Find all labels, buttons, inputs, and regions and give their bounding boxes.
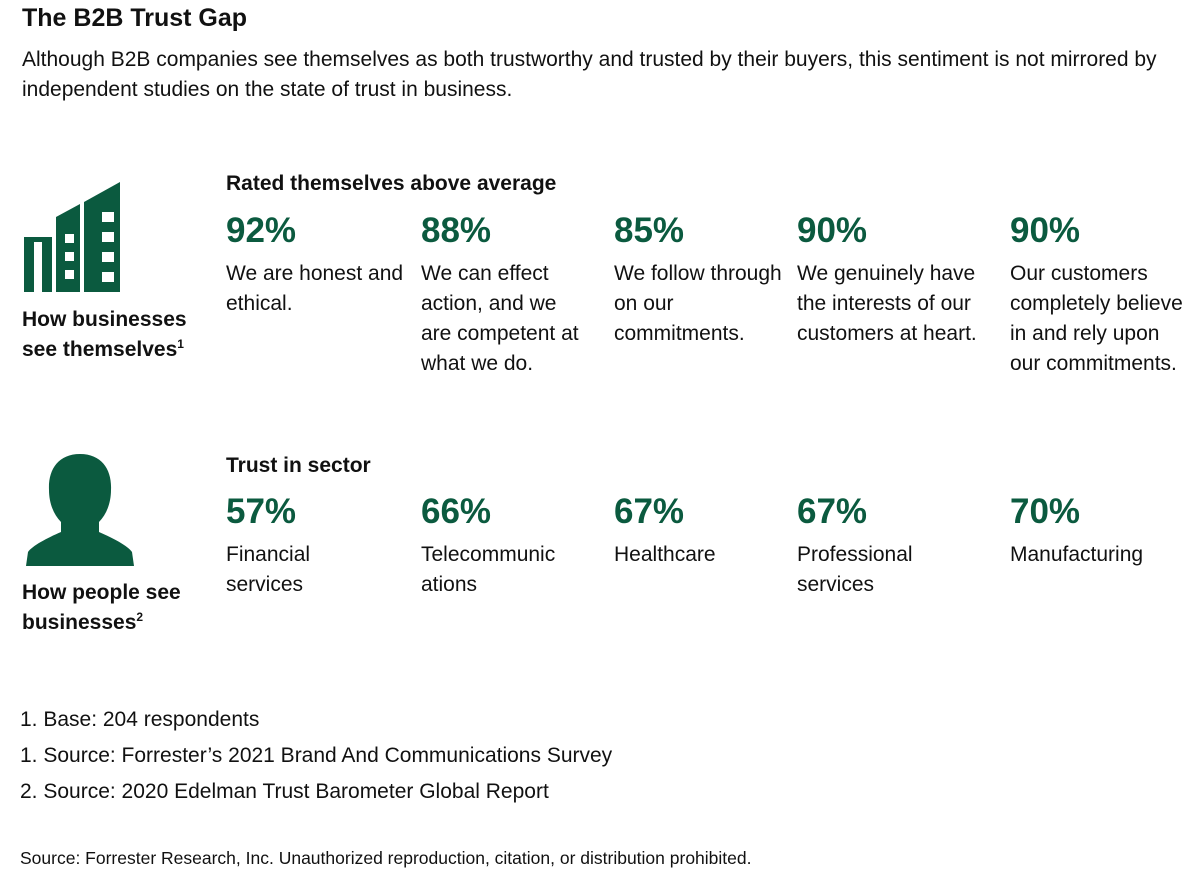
footnote: 1. Source: Forrester’s 2021 Brand And Co… bbox=[20, 744, 613, 767]
building-icon bbox=[22, 182, 134, 294]
stat-value: 67% bbox=[797, 492, 868, 531]
person-icon bbox=[22, 452, 138, 568]
stat-item: 57% Financial services bbox=[226, 492, 376, 600]
row-label-businesses: How businesses see themselves1 bbox=[22, 305, 212, 365]
stat-value: 67% bbox=[614, 492, 685, 531]
stat-label: Our customers completely believe in and … bbox=[1010, 262, 1183, 375]
stat-label: Financial services bbox=[226, 543, 311, 596]
row-label-text: How businesses see themselves bbox=[22, 308, 187, 361]
stat-label: Manufacturing bbox=[1010, 543, 1144, 566]
page-subtitle: Although B2B companies see themselves as… bbox=[22, 48, 1157, 101]
footnote-marker: 2 bbox=[136, 610, 144, 624]
stat-value: 88% bbox=[421, 211, 492, 250]
footnote-marker: 1 bbox=[177, 337, 184, 351]
stat-item: 90% We genuinely have the interests of o… bbox=[797, 211, 997, 349]
row-label-text: How people see businesses bbox=[22, 581, 181, 634]
source-note: Source: Forrester Research, Inc. Unautho… bbox=[20, 848, 752, 868]
stat-item: 66% Telecommunications bbox=[421, 492, 563, 600]
row-label-people: How people see businesses2 bbox=[22, 578, 222, 638]
section-heading: Rated themselves above average bbox=[226, 172, 557, 195]
stat-label: Professional services bbox=[797, 543, 913, 596]
stat-item: 67% Professional services bbox=[797, 492, 957, 600]
page-title: The B2B Trust Gap bbox=[22, 4, 248, 32]
stat-value: 70% bbox=[1010, 492, 1081, 531]
stat-value: 92% bbox=[226, 211, 297, 250]
stat-label: Telecommunications bbox=[421, 543, 556, 596]
stat-item: 90% Our customers completely believe in … bbox=[1010, 211, 1190, 379]
stat-item: 88% We can effect action, and we are com… bbox=[421, 211, 589, 379]
stat-item: 67% Healthcare bbox=[614, 492, 784, 570]
stat-item: 85% We follow through on our commitments… bbox=[614, 211, 784, 349]
stat-value: 90% bbox=[797, 211, 868, 250]
stat-label: We can effect action, and we are compete… bbox=[421, 262, 579, 375]
stat-value: 66% bbox=[421, 492, 492, 531]
stat-label: We follow through on our commitments. bbox=[614, 262, 782, 345]
stat-label: Healthcare bbox=[614, 543, 716, 566]
stat-item: 92% We are honest and ethical. bbox=[226, 211, 406, 319]
section-heading: Trust in sector bbox=[226, 454, 371, 477]
stat-value: 85% bbox=[614, 211, 685, 250]
stat-label: We genuinely have the interests of our c… bbox=[797, 262, 977, 345]
stat-value: 90% bbox=[1010, 211, 1081, 250]
stat-item: 70% Manufacturing bbox=[1010, 492, 1190, 570]
stat-label: We are honest and ethical. bbox=[226, 262, 404, 315]
footnote: 2. Source: 2020 Edelman Trust Barometer … bbox=[20, 780, 549, 803]
footnote: 1. Base: 204 respondents bbox=[20, 708, 260, 731]
stat-value: 57% bbox=[226, 492, 297, 531]
